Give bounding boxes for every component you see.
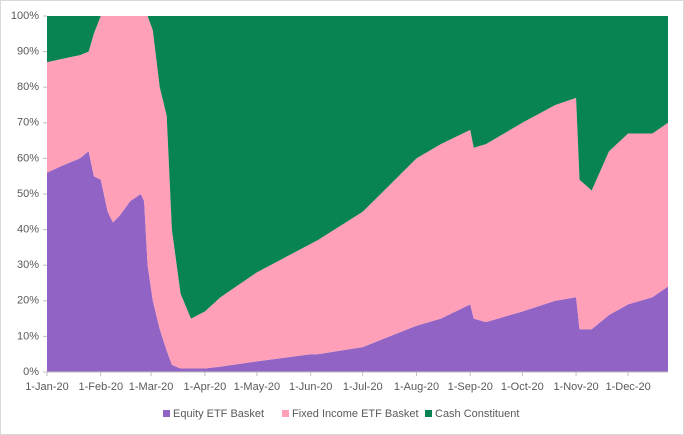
y-tick-label: 0% xyxy=(23,366,39,378)
y-tick-label: 80% xyxy=(17,81,39,93)
area xyxy=(47,16,668,369)
legend-label: Fixed Income ETF Basket xyxy=(292,408,419,420)
legend-label: Equity ETF Basket xyxy=(173,408,264,420)
x-tick-label: 1-Nov-20 xyxy=(553,381,598,393)
legend-swatch xyxy=(163,410,170,417)
area xyxy=(47,151,668,372)
y-tick-label: 50% xyxy=(17,188,39,200)
x-tick-label: 1-Jun-20 xyxy=(289,381,332,393)
x-tick-label: 1-Mar-20 xyxy=(129,381,174,393)
y-tick-label: 20% xyxy=(17,295,39,307)
y-tick-label: 40% xyxy=(17,224,39,236)
x-tick-label: 1-Feb-20 xyxy=(78,381,123,393)
y-tick-label: 30% xyxy=(17,259,39,271)
x-tick-label: 1-Apr-20 xyxy=(183,381,226,393)
y-tick-label: 10% xyxy=(17,330,39,342)
y-tick-label: 70% xyxy=(17,117,39,129)
x-tick-label: 1-Oct-20 xyxy=(501,381,544,393)
legend-swatch xyxy=(282,410,289,417)
y-tick-label: 60% xyxy=(17,152,39,164)
y-tick-label: 100% xyxy=(11,10,39,22)
x-tick-label: 1-Aug-20 xyxy=(394,381,439,393)
legend-label: Cash Constituent xyxy=(435,408,519,420)
x-tick-label: 1-Sep-20 xyxy=(448,381,493,393)
area xyxy=(47,16,668,319)
legend-swatch xyxy=(425,410,432,417)
x-tick-label: 1-Jan-20 xyxy=(25,381,68,393)
x-tick-label: 1-Dec-20 xyxy=(605,381,650,393)
x-tick-label: 1-May-20 xyxy=(234,381,280,393)
y-tick-label: 90% xyxy=(17,46,39,58)
x-tick-label: 1-Jul-20 xyxy=(343,381,383,393)
